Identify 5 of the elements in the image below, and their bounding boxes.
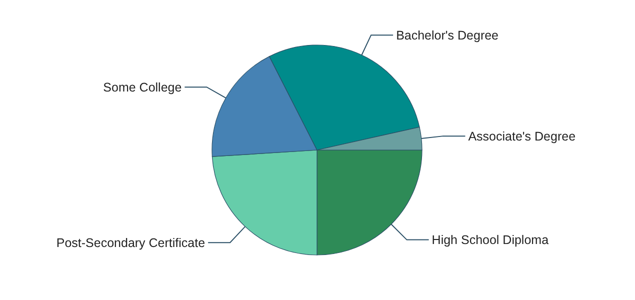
slice-label: High School Diploma [432, 233, 549, 248]
slice-label: Some College [103, 80, 182, 94]
slice-label: Post-Secondary Certificate [56, 236, 206, 250]
slice-label: Bachelor's Degree [396, 28, 499, 42]
slice-label: Associate's Degree [468, 129, 576, 144]
